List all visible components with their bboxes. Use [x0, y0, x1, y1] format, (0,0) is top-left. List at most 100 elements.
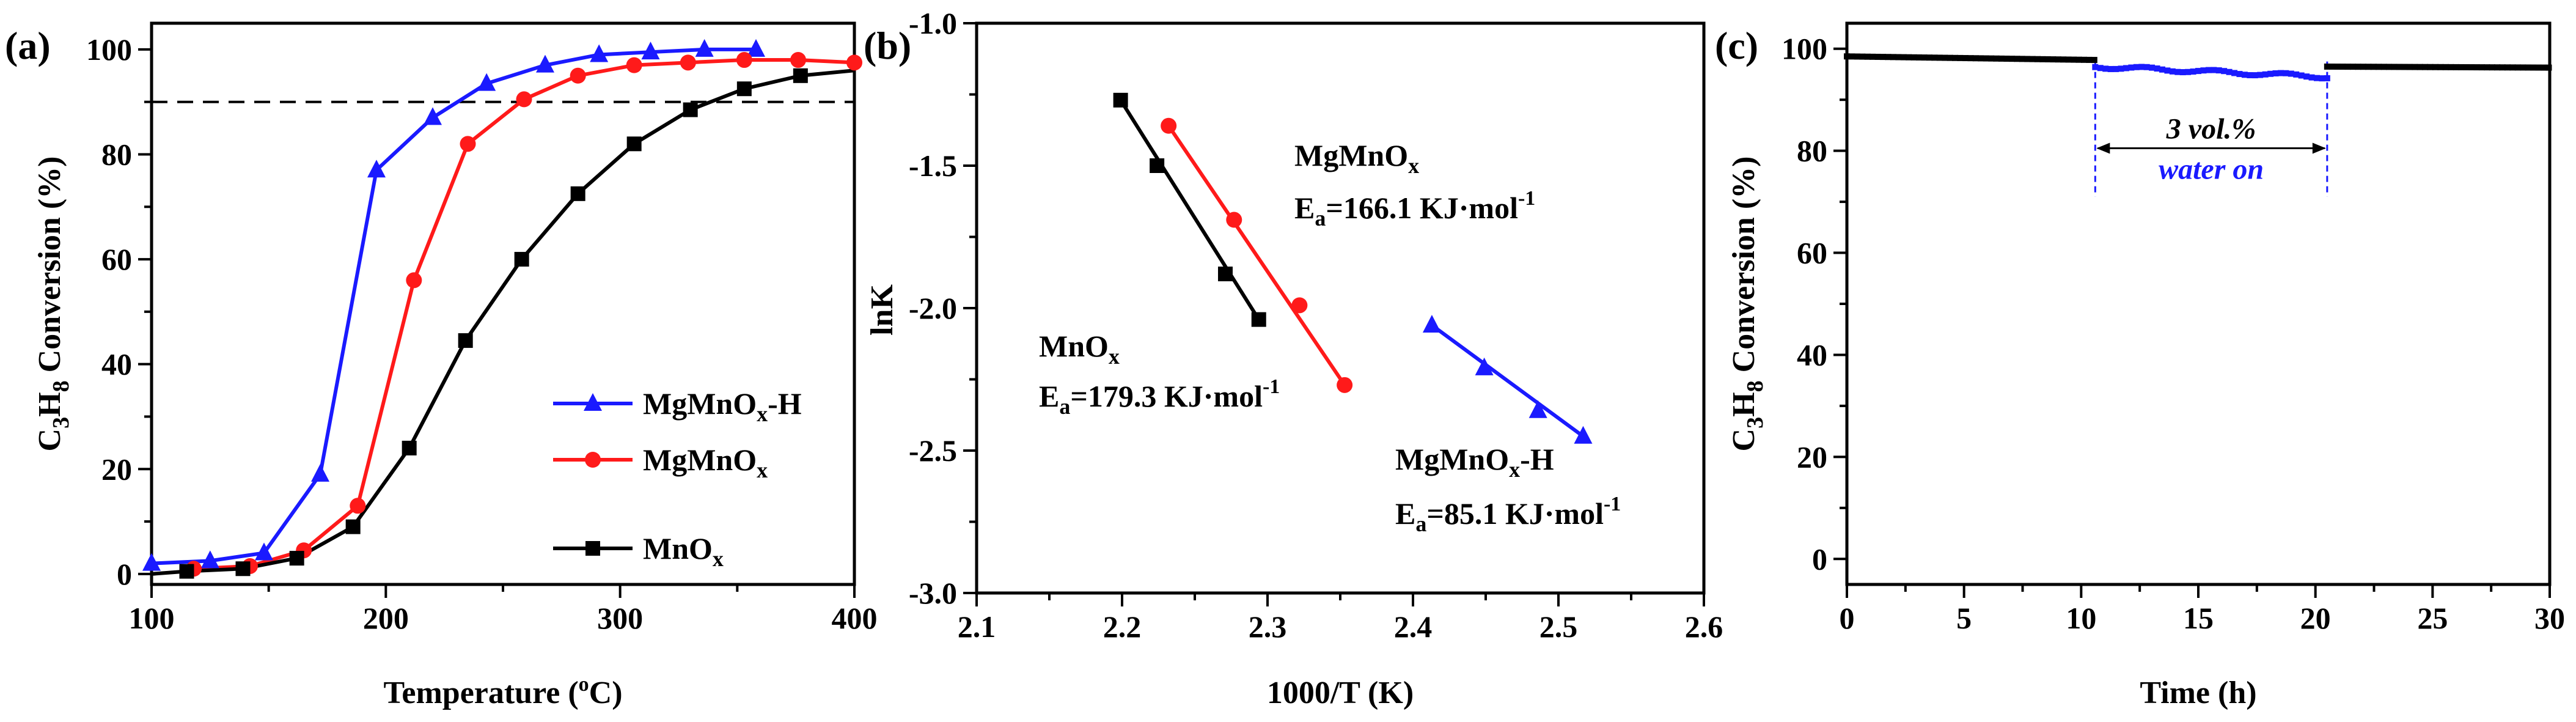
x-tick-label: 400 — [832, 601, 878, 635]
stability-point — [2014, 56, 2020, 62]
stability-point — [1849, 53, 1855, 60]
stability-point — [2205, 67, 2212, 73]
plot-frame-c — [1845, 21, 2552, 586]
stability-point — [2169, 68, 2176, 75]
y-axis-title-c: C3H8 Conversion (%) — [1727, 157, 1768, 452]
data-point — [1475, 357, 1494, 375]
x-tick-label: 200 — [363, 601, 409, 635]
panel-c: (c) 0 5 10 15 20 25 30 0 20 40 60 80 100 C3H8 Conver… — [1715, 21, 2565, 710]
stability-point — [2339, 64, 2346, 70]
stability-point — [2308, 74, 2315, 81]
stability-point — [2448, 64, 2454, 70]
stability-point — [2035, 56, 2041, 62]
panel-label-c: (c) — [1715, 24, 1758, 67]
stability-point — [2107, 65, 2114, 72]
stability-point — [2118, 65, 2124, 72]
stability-point — [2138, 64, 2145, 70]
stability-point — [2091, 57, 2097, 64]
annotation-mgmnox: MgMnOx Ea=166.1 KJ·mol-1 — [1294, 138, 1535, 230]
plot-frame-a — [150, 21, 856, 586]
data-point — [350, 498, 366, 514]
x-axis-title-a: Temperature (oC) — [383, 673, 622, 710]
data-point — [477, 73, 496, 91]
data-point — [514, 252, 529, 267]
legend-marker-square — [585, 541, 600, 556]
stability-point — [2334, 64, 2341, 70]
stability-point — [2520, 64, 2526, 71]
legend-marker-triangle — [584, 393, 602, 411]
stability-point — [2226, 68, 2233, 75]
stability-point — [2215, 67, 2222, 74]
x-tick-label: 0 — [1840, 601, 1855, 635]
panel-label-b: (b) — [864, 24, 911, 67]
x-tick-label: 2.4 — [1394, 610, 1433, 644]
y-tick-label: -1.0 — [909, 6, 957, 40]
stability-point — [2283, 70, 2289, 76]
stability-point — [2008, 56, 2015, 62]
stability-point — [2298, 72, 2305, 79]
stability-point — [2267, 70, 2274, 77]
panel-label-a: (a) — [5, 24, 51, 67]
stability-point — [2241, 72, 2248, 78]
stability-point — [2060, 56, 2067, 63]
stability-point — [2355, 64, 2361, 70]
fit-line — [1431, 323, 1585, 438]
stability-point — [2044, 56, 2051, 62]
stability-point — [2179, 69, 2186, 76]
stability-point — [2251, 72, 2258, 79]
stability-point — [1864, 53, 1871, 60]
panel-a: (a) 100 200 300 400 0 20 40 60 80 100 C3H8 Conver… — [5, 21, 878, 710]
stability-point — [1936, 54, 1943, 61]
series-lines-a — [151, 47, 855, 576]
stability-point — [2514, 64, 2521, 71]
stability-point — [2133, 64, 2140, 70]
stability-point — [2164, 67, 2171, 74]
stability-point — [2391, 64, 2398, 70]
stability-point — [2303, 73, 2310, 80]
stability-point — [2231, 70, 2238, 76]
data-point — [747, 39, 765, 57]
stability-point — [2525, 64, 2531, 71]
stability-point — [1962, 55, 1969, 62]
stability-point — [1926, 54, 1932, 61]
x-tick-label: 15 — [2183, 601, 2214, 635]
series-line — [151, 47, 756, 565]
stability-point — [2406, 64, 2413, 70]
stability-point — [1854, 53, 1860, 60]
legend-item-mgmnox: MgMnOx — [553, 443, 768, 482]
stability-point — [1859, 53, 1866, 60]
legend-label-mnox: MnOx — [643, 531, 724, 571]
data-point — [846, 54, 862, 71]
stability-point — [2365, 64, 2372, 70]
data-point — [142, 553, 161, 571]
stability-point — [2370, 64, 2377, 70]
stability-point — [2071, 56, 2077, 63]
stability-point — [2489, 64, 2495, 71]
stability-point — [1993, 55, 2000, 62]
x-tick-label: 2.2 — [1103, 610, 1142, 644]
stability-point — [2195, 68, 2201, 75]
x-tick-label: 300 — [597, 601, 643, 635]
fit-line — [1119, 99, 1261, 321]
stability-point — [2499, 64, 2506, 71]
data-point — [695, 39, 714, 57]
stability-point — [2324, 63, 2330, 70]
data-point — [626, 136, 642, 152]
x-tick-label: 25 — [2417, 601, 2448, 635]
y-tick-label: 0 — [117, 557, 132, 591]
series-line — [193, 58, 855, 571]
stability-point — [2494, 64, 2501, 71]
stability-point — [1906, 54, 1912, 61]
stability-point — [2293, 71, 2300, 78]
x-tick-label: 5 — [1956, 601, 1972, 635]
data-point — [1150, 158, 1165, 173]
stability-point — [2319, 75, 2325, 82]
stability-point — [2432, 64, 2438, 70]
stability-point — [1998, 55, 2005, 62]
data-point — [406, 272, 422, 289]
stability-point — [2019, 56, 2025, 62]
fit-line — [1167, 125, 1346, 386]
data-point — [179, 564, 194, 579]
stability-point — [2396, 64, 2402, 70]
stability-point — [1895, 54, 1902, 61]
